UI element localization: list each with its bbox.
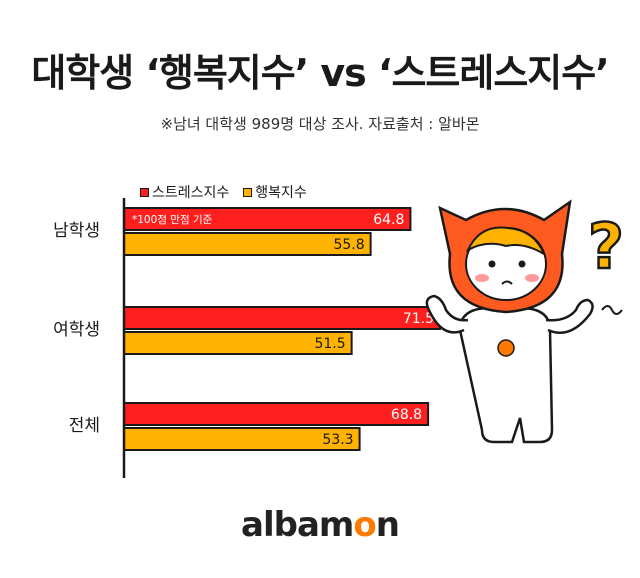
legend-item-stress: 스트레스지수	[140, 182, 229, 202]
squiggle-icon	[601, 305, 623, 315]
mascot-badge-icon	[497, 339, 515, 357]
data-label-happiness-2: 53.3	[322, 432, 353, 448]
data-label-happiness-1: 51.5	[314, 336, 345, 352]
legend-item-happiness: 행복지수	[243, 182, 307, 202]
chart-annotation: *100점 만점 기준	[132, 214, 213, 226]
albamon-logo: albamon	[0, 505, 640, 545]
mascot-left-eye	[488, 260, 496, 268]
logo-text-suffix: n	[375, 505, 400, 545]
page-title: 대학생 ‘행복지수’ vs ‘스트레스지수’	[31, 51, 609, 95]
mascot-mouth	[501, 280, 513, 285]
bar-stress-1	[123, 306, 442, 330]
legend-label-happiness: 행복지수	[255, 185, 307, 201]
mascot-left-cheek	[475, 274, 489, 282]
page-subtitle: ※남녀 대학생 989명 대상 조사. 자료출처 : 알바몬	[160, 115, 480, 133]
logo-text-o: o	[353, 505, 376, 545]
data-label-stress-2: 68.8	[391, 407, 422, 423]
category-label-2: 전체	[69, 416, 100, 436]
data-label-stress-0: 64.8	[373, 212, 404, 228]
question-mark-icon: ?	[588, 210, 624, 283]
bar-stress-2	[123, 402, 430, 426]
mascot-left-arm	[425, 294, 469, 334]
legend-swatch-happiness	[243, 187, 253, 197]
legend-label-stress: 스트레스지수	[152, 185, 230, 201]
category-label-1: 여학생	[53, 320, 100, 340]
data-label-stress-1: 71.5	[403, 311, 434, 327]
logo-text-prefix: albam	[241, 505, 354, 545]
data-label-happiness-0: 55.8	[333, 237, 364, 253]
mascot-character-illustration: ?	[425, 199, 625, 444]
mascot-hair	[465, 226, 547, 257]
mascot-body	[458, 306, 554, 444]
chart-legend: 스트레스지수 행복지수	[140, 182, 307, 202]
mascot-right-cheek	[525, 274, 539, 282]
mascot-right-arm	[545, 298, 594, 334]
legend-swatch-stress	[140, 187, 149, 197]
mascot-right-eye	[518, 260, 526, 268]
category-label-0: 남학생	[53, 221, 100, 241]
